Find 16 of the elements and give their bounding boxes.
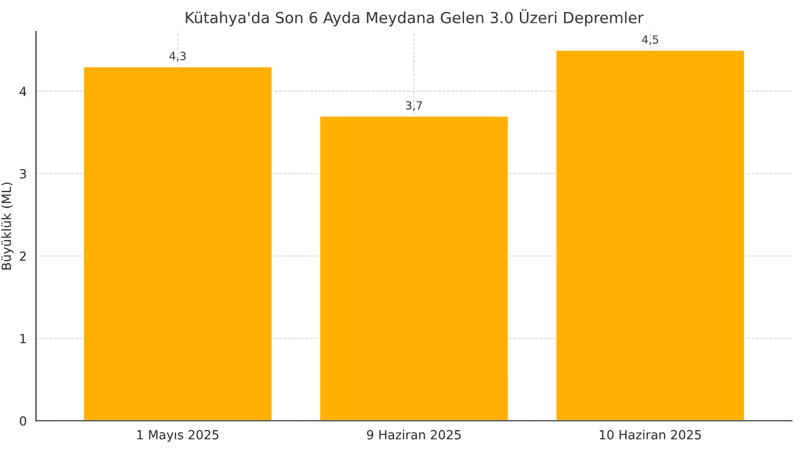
bar bbox=[82, 66, 273, 421]
chart-title: Kütahya'da Son 6 Ayda Meydana Gelen 3.0 Üzeri Depremler bbox=[186, 9, 644, 26]
y-tick-label: 1 bbox=[20, 334, 26, 344]
bar bbox=[555, 49, 746, 421]
bar bbox=[318, 115, 510, 421]
y-tick-label: 3 bbox=[20, 169, 26, 179]
data-label: 4,5 bbox=[642, 35, 658, 45]
x-tick-label: 1 Mayıs 2025 bbox=[137, 430, 218, 442]
x-tick-label: 10 Haziran 2025 bbox=[600, 430, 701, 440]
y-tick-label: 4 bbox=[20, 86, 26, 96]
data-label: 4,3 bbox=[169, 52, 186, 62]
y-tick-label: 2 bbox=[20, 251, 26, 261]
data-label: 3,7 bbox=[406, 101, 422, 111]
y-tick-label: 0 bbox=[20, 416, 26, 426]
x-tick-label: 9 Haziran 2025 bbox=[367, 430, 461, 440]
y-axis-title: Büyüklük (ML) bbox=[1, 182, 14, 270]
